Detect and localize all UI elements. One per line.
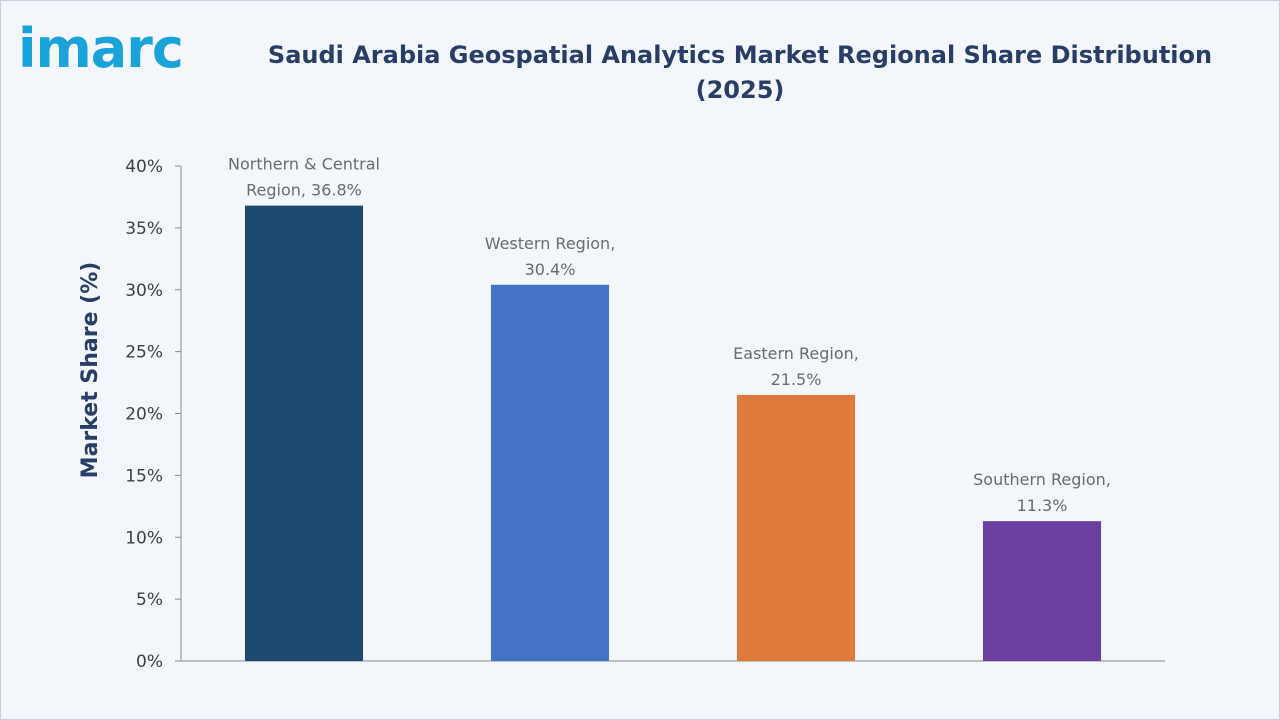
data-label: Western Region, 30.4% bbox=[485, 234, 616, 279]
y-axis: 0% 5% 10% 15% 20% 25% 30% 35% 40% bbox=[125, 157, 1165, 672]
data-label-line: 21.5% bbox=[771, 370, 822, 389]
bar bbox=[244, 205, 364, 661]
y-tick-label: 35% bbox=[125, 219, 163, 239]
data-label-line: Eastern Region, bbox=[733, 344, 859, 363]
data-labels: Northern & Central Region, 36.8% Western R… bbox=[228, 155, 1111, 516]
y-tick-label: 15% bbox=[125, 466, 163, 486]
y-tick-label: 0% bbox=[136, 652, 163, 672]
y-tick-label: 20% bbox=[125, 405, 163, 425]
data-label-line: 11.3% bbox=[1017, 496, 1068, 515]
data-label-line: Northern & Central bbox=[228, 155, 380, 174]
y-axis-label: Market Share (%) bbox=[78, 262, 103, 479]
bars bbox=[244, 205, 1102, 661]
data-label-line: Western Region, bbox=[485, 234, 616, 253]
data-label-line: Southern Region, bbox=[973, 470, 1111, 489]
imarc-logo: imarc bbox=[18, 17, 184, 80]
data-label-line: 30.4% bbox=[525, 260, 576, 279]
chart-title: Saudi Arabia Geospatial Analytics Market… bbox=[267, 41, 1213, 104]
data-label: Northern & Central Region, 36.8% bbox=[228, 155, 380, 200]
y-tick-label: 30% bbox=[125, 281, 163, 301]
bar bbox=[490, 284, 610, 661]
data-label-line: Region, 36.8% bbox=[246, 181, 362, 200]
y-tick-label: 10% bbox=[125, 528, 163, 548]
bar bbox=[736, 394, 856, 661]
data-label: Eastern Region, 21.5% bbox=[733, 344, 859, 389]
data-label: Southern Region, 11.3% bbox=[973, 470, 1111, 515]
y-tick-label: 5% bbox=[136, 590, 163, 610]
y-tick-label: 40% bbox=[125, 157, 163, 177]
y-tick-label: 25% bbox=[125, 343, 163, 363]
bar bbox=[982, 521, 1102, 661]
